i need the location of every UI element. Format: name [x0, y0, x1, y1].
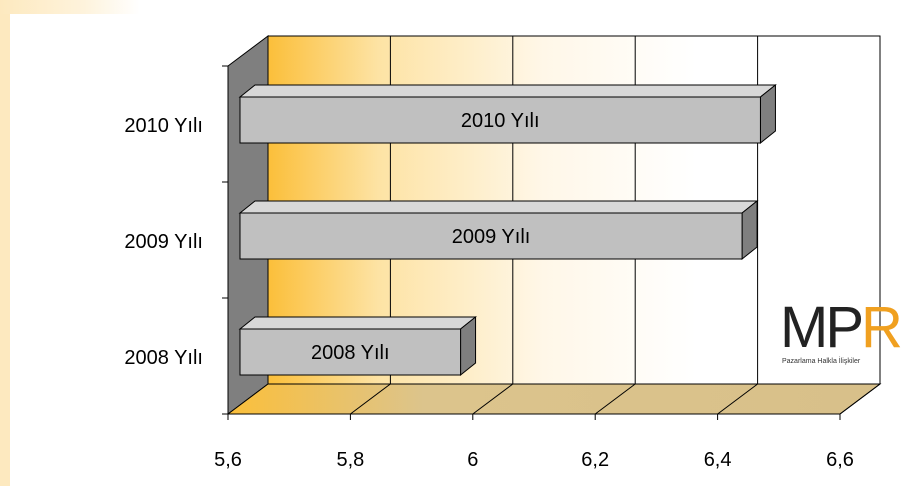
x-tick-label: 5,6	[214, 449, 242, 471]
x-tick-labels: 5,6 5,8 6 6,2 6,4 6,6	[214, 449, 854, 471]
x-tick-label: 6	[467, 449, 478, 471]
bar-top	[238, 84, 777, 98]
mpr-logo: MPR Pazarlama Halkla İlişkiler	[780, 296, 909, 376]
category-labels: 2010 Yılı 2009 Yılı 2008 Yılı	[124, 115, 203, 369]
axes	[222, 65, 841, 420]
x-tick-label: 6,4	[704, 449, 732, 471]
bar-front	[239, 212, 743, 260]
bar-label: 2010 Yılı	[461, 110, 540, 132]
x-tick-label: 5,8	[336, 449, 364, 471]
top-corner-shade	[0, 0, 140, 14]
x-tick-label: 6,6	[826, 449, 854, 471]
x-tick-label: 6,2	[581, 449, 609, 471]
bar: 2010 Yılı	[238, 83, 777, 145]
gridline-floor	[717, 383, 758, 415]
category-label: 2010 Yılı	[124, 115, 203, 137]
category-label: 2008 Yılı	[124, 347, 203, 369]
bar-top	[238, 316, 477, 330]
bar-label: 2008 Yılı	[311, 342, 390, 364]
gridline-floor	[472, 383, 514, 415]
floor	[226, 383, 882, 415]
logo-tagline: Pazarlama Halkla İlişkiler	[782, 358, 861, 365]
left-border-strip	[0, 0, 10, 486]
bar-front	[239, 96, 761, 144]
logo-wordmark: MPR	[780, 296, 903, 360]
bars: 2010 Yılı 2009 Yılı 2008 Yılı	[238, 83, 777, 377]
gridline-floor	[839, 383, 881, 415]
bar-label: 2009 Yılı	[452, 226, 531, 248]
gridline-floor	[594, 383, 636, 415]
category-label: 2009 Yılı	[124, 231, 203, 253]
bar: 2009 Yılı	[238, 199, 759, 261]
bar: 2008 Yılı	[238, 315, 477, 377]
bar-top	[238, 200, 759, 214]
bar-front	[239, 328, 462, 376]
gridline-floor	[350, 383, 391, 415]
